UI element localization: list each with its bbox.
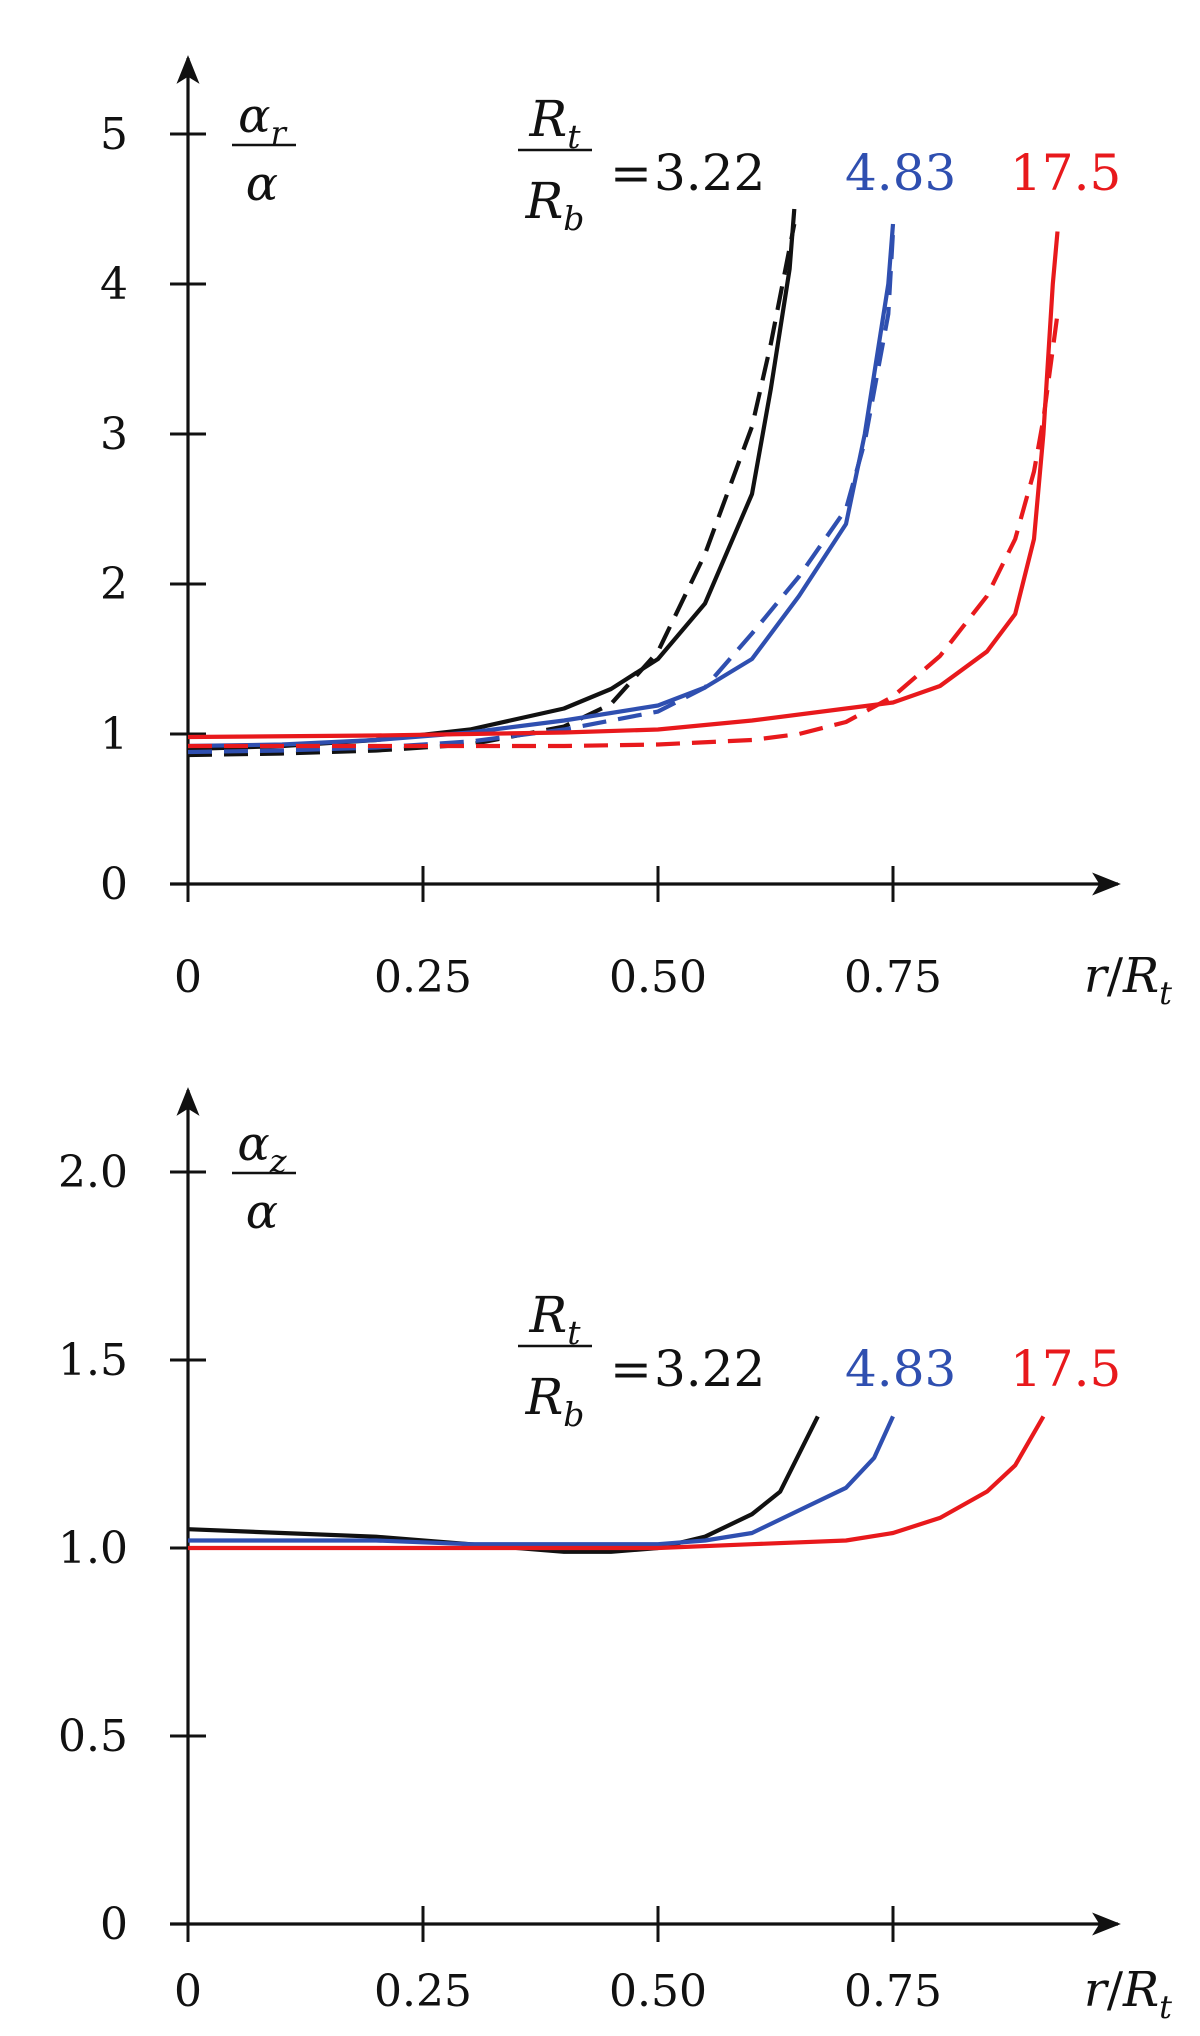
y-tick-label: 0 [100,859,128,910]
svg-text:αz: αz [237,1116,287,1180]
legend: Rt Rb = 3.22 4.83 17.5 [518,1286,1121,1434]
legend-ratio-den: R [525,1368,564,1426]
y-label-numerator-sub: r [271,114,288,152]
x-tick-label: 0.25 [374,952,472,1003]
x-label-slash: / [1107,1962,1124,2018]
series-line-3.22-solid [187,208,797,752]
x-tick-label: 0.50 [609,952,707,1003]
y-tick-label: 0 [100,1899,128,1950]
series-line-4.83-solid [187,223,896,749]
panel-alpha-z: 0 0.5 1.0 1.5 2.0 0 0.25 0.50 0.75 αz α Rt Rb =… [58,1087,1172,2026]
legend-value-4.83: 4.83 [845,144,956,202]
y-tick-label: 1.5 [58,1335,128,1386]
curves [187,1415,1046,1554]
series-line-4.83-solid [188,1415,895,1547]
series-line-17.5-dashed [188,313,1060,749]
legend-ratio-den-sub: b [563,199,584,238]
series-line-3.22-solid [187,1415,820,1554]
x-tick-label: 0.75 [844,952,942,1003]
y-axis-label: αz α [232,1116,296,1240]
x-tick-label: 0.25 [374,1966,472,2017]
y-tick-label: 3 [100,409,128,460]
x-tick-label: 0 [174,952,202,1003]
y-tick-label: 1 [100,709,128,760]
x-label-slash: / [1107,948,1124,1004]
y-label-denominator: α [246,156,278,212]
x-label-num: r [1084,948,1110,1004]
y-axis-label: αr α [232,88,296,212]
x-label-den: R [1122,948,1159,1004]
x-axis-label: r/Rt [1084,948,1172,1012]
series-line-17.5-solid [187,231,1060,740]
svg-text:αr: αr [238,88,287,152]
y-label-denominator: α [246,1184,278,1240]
legend-ratio-num-sub: t [567,117,581,156]
x-label-num: r [1084,1962,1110,2018]
legend-ratio-den: R [525,172,564,230]
legend-ratio-num-sub: t [567,1313,581,1352]
curves [187,208,1060,758]
series-line-3.22-dashed [187,223,797,758]
y-label-numerator: α [238,88,270,144]
legend-ratio-num: R [529,1286,568,1344]
y-tick-label: 5 [100,109,128,160]
y-ticks: 0 1 2 3 4 5 [100,109,206,910]
legend-equals: = [610,144,652,202]
x-label-den-sub: t [1159,1988,1172,2026]
legend-value-3.22: 3.22 [654,144,765,202]
legend-ratio-num: R [529,90,568,148]
legend: Rt Rb = 3.22 4.83 17.5 [518,90,1121,238]
x-label-den-sub: t [1159,974,1172,1012]
x-ticks: 0 0.25 0.50 0.75 [174,1906,942,2017]
legend-value-3.22: 3.22 [654,1340,765,1398]
y-label-numerator-sub: z [269,1142,288,1180]
x-tick-label: 0 [174,1966,202,2017]
svg-text:Rb: Rb [525,1368,585,1434]
legend-ratio-den-sub: b [563,1395,584,1434]
x-tick-label: 0.50 [609,1966,707,2017]
x-label-den: R [1122,1962,1159,2018]
series-line-4.83-dashed [187,231,896,755]
y-tick-label: 4 [100,259,128,310]
legend-equals: = [610,1340,652,1398]
series-line-17.5-solid [188,1415,1046,1551]
y-tick-label: 1.0 [58,1523,128,1574]
legend-value-17.5: 17.5 [1010,144,1121,202]
y-tick-label: 2 [100,559,128,610]
y-tick-label: 0.5 [58,1711,128,1762]
svg-text:Rt: Rt [529,1286,582,1352]
x-tick-label: 0.75 [844,1966,942,2017]
svg-text:Rt: Rt [529,90,582,156]
x-axis-label: r/Rt [1084,1962,1172,2026]
y-label-numerator: α [237,1116,269,1172]
y-ticks: 0 0.5 1.0 1.5 2.0 [58,1147,206,1950]
legend-value-4.83: 4.83 [845,1340,956,1398]
y-tick-label: 2.0 [58,1147,128,1198]
x-ticks: 0 0.25 0.50 0.75 [174,866,942,1003]
legend-value-17.5: 17.5 [1010,1340,1121,1398]
svg-text:Rb: Rb [525,172,585,238]
